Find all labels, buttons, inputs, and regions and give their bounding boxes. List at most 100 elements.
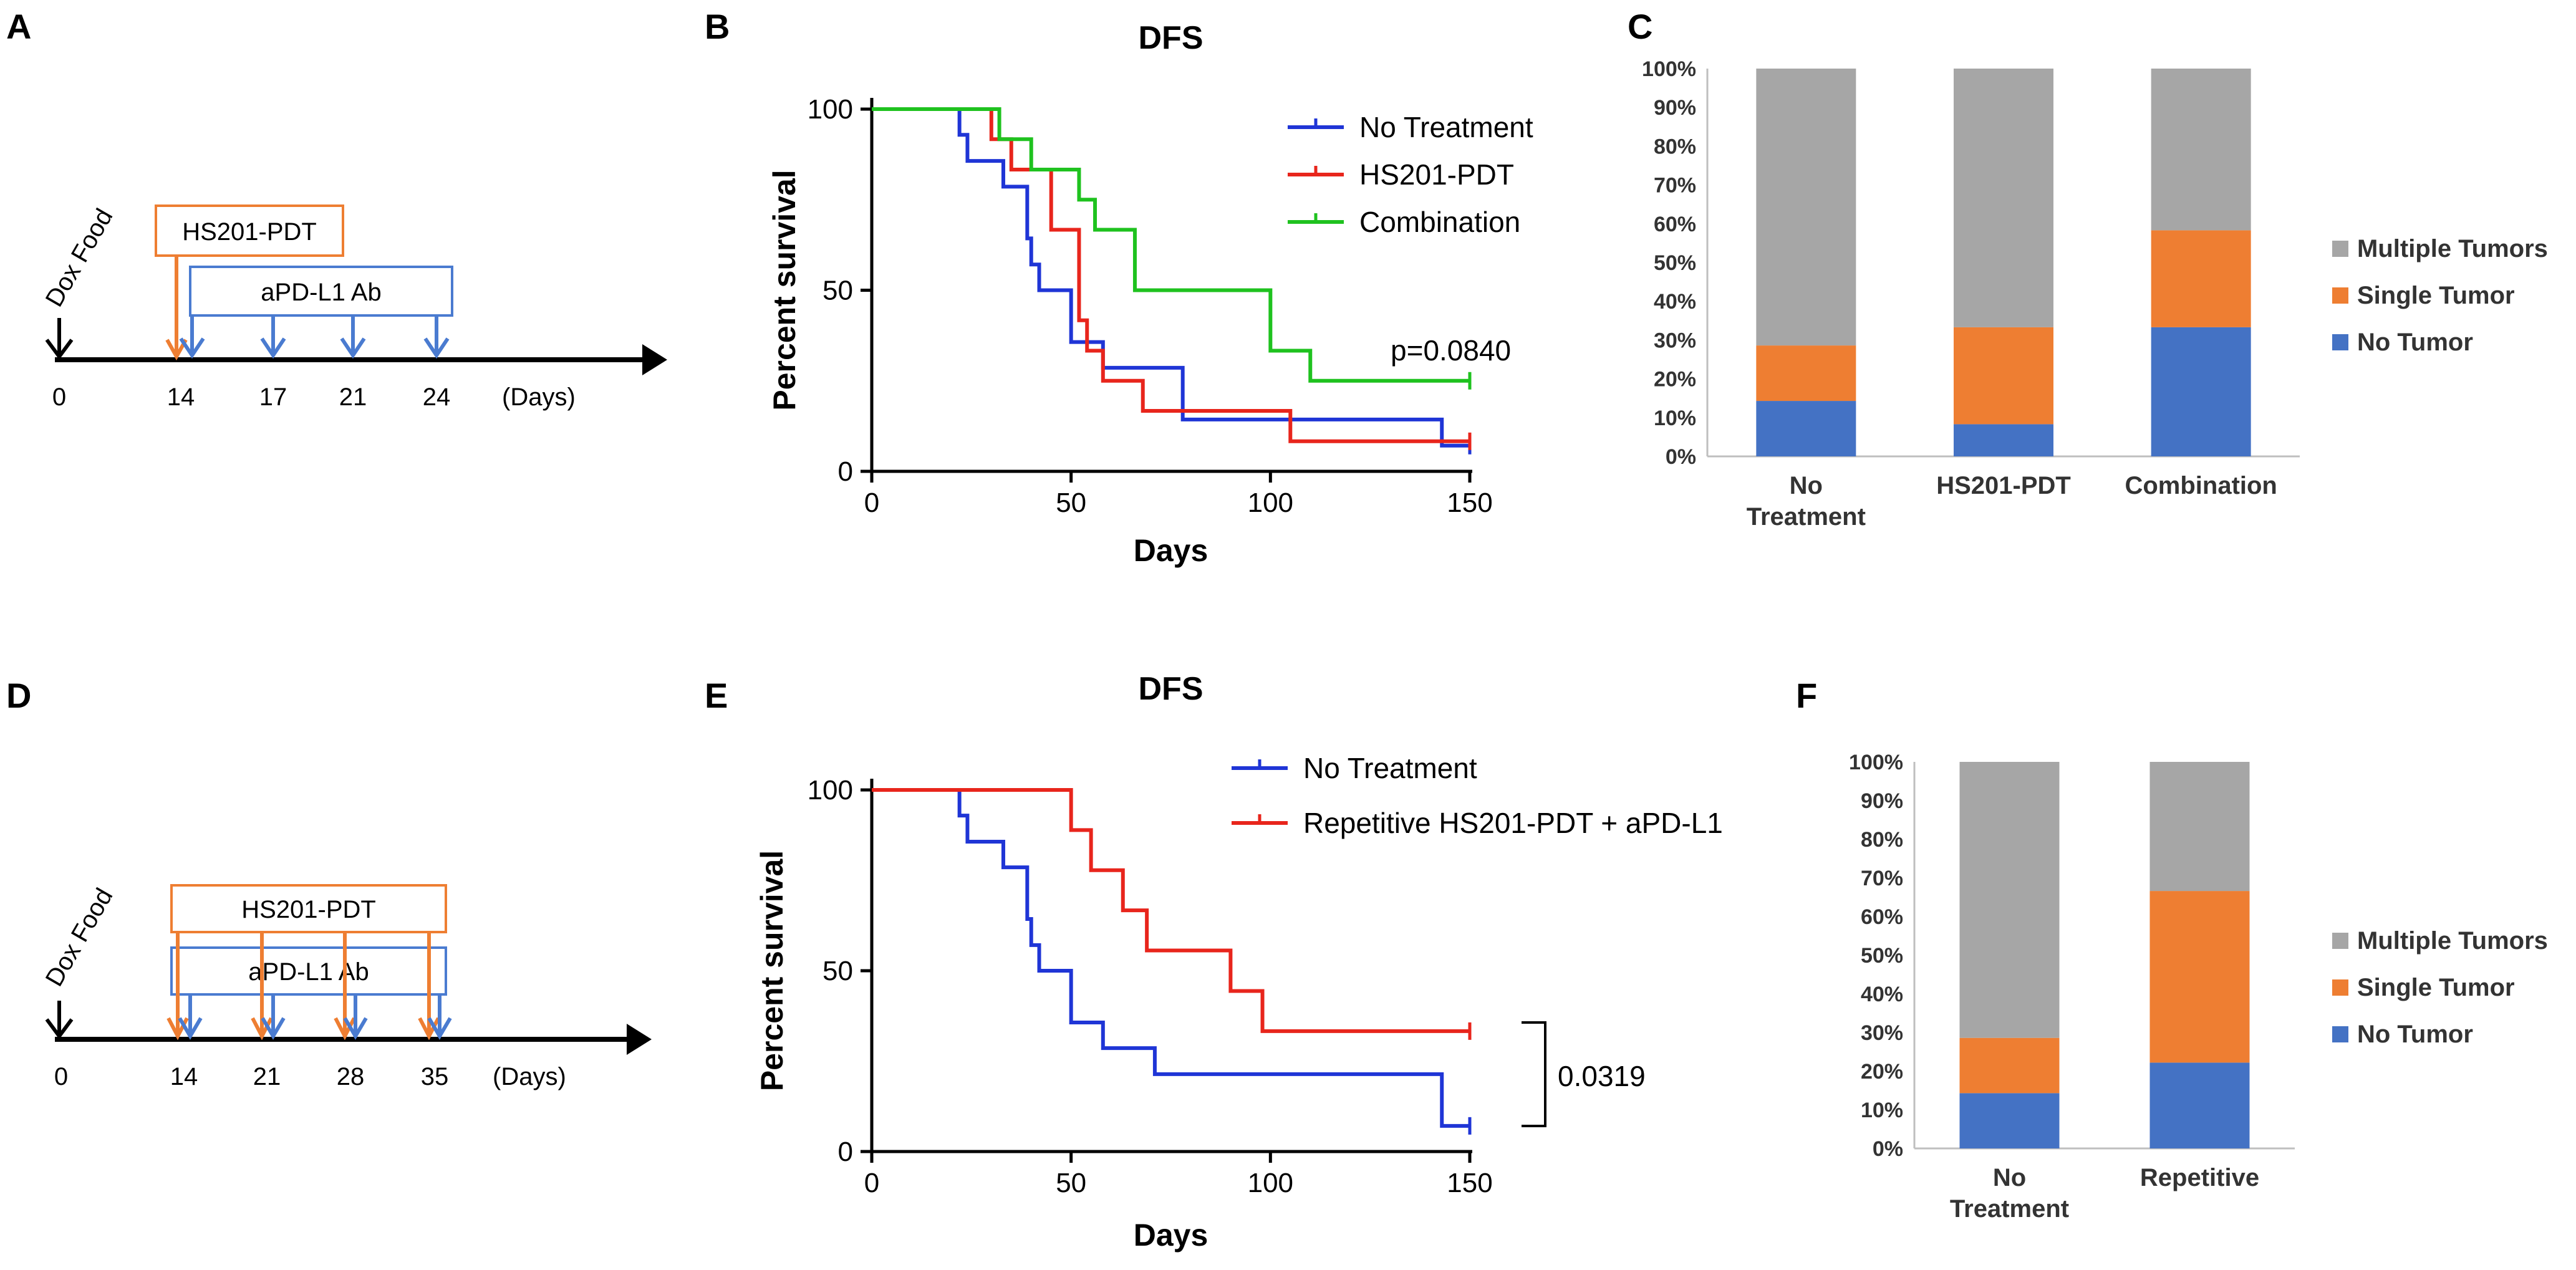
y-tick-label: 50 xyxy=(822,276,853,306)
timeline-panel-d: Dox Food HS201-PDT aPD-L1 Ab 0 14 21 28 … xyxy=(41,883,652,1090)
panel-label-b: B xyxy=(705,7,730,46)
timeline-tick: 14 xyxy=(170,1063,198,1090)
bar-segment-single-tumor xyxy=(2151,230,2251,327)
ab-box xyxy=(189,266,453,317)
x-tick-label: 0 xyxy=(864,488,879,518)
pdt-label: HS201-PDT xyxy=(241,896,376,923)
series-line-combination xyxy=(872,107,1470,383)
y-tick-label: 10% xyxy=(1654,406,1696,430)
legend-swatch xyxy=(2332,241,2348,257)
panel-label-d: D xyxy=(6,676,31,715)
ab-arrows xyxy=(178,994,452,1040)
y-tick-label: 60% xyxy=(1861,905,1903,929)
y-tick-label: 40% xyxy=(1654,290,1696,314)
timeline-tick: 17 xyxy=(259,383,287,411)
category-label: Combination xyxy=(2125,472,2277,499)
p-value-annotation: 0.0319 xyxy=(1558,1060,1646,1092)
y-tick-label: 50 xyxy=(822,956,853,986)
pdt-box xyxy=(155,204,344,257)
ab-arrows xyxy=(179,315,450,359)
timeline-tick: 14 xyxy=(167,383,195,411)
y-tick-label: 0% xyxy=(1666,445,1696,469)
y-tick-label: 10% xyxy=(1861,1099,1903,1122)
timeline-unit: (Days) xyxy=(502,383,576,411)
ab-box xyxy=(170,946,447,996)
y-tick-label: 0 xyxy=(838,1137,853,1167)
y-tick-label: 70% xyxy=(1861,867,1903,890)
y-tick-label: 0 xyxy=(838,456,853,487)
y-tick-label: 60% xyxy=(1654,213,1696,236)
legend-label: Multiple Tumors xyxy=(2357,235,2548,262)
bar-segment-multiple-tumors xyxy=(1756,69,1856,346)
legend-label: Single Tumor xyxy=(2357,282,2515,309)
y-tick-label: 100 xyxy=(808,94,853,125)
bar-segment-multiple-tumors xyxy=(1954,69,2053,327)
timeline-tick: 35 xyxy=(421,1063,449,1090)
y-tick-label: 100 xyxy=(808,775,853,806)
panel-label-a: A xyxy=(6,7,31,46)
legend-label: Repetitive HS201-PDT + aPD-L1 xyxy=(1303,807,1723,839)
legend-label: Combination xyxy=(1359,206,1520,238)
stacked-bar-chart-c: 0% 10% 20% 30% 40% 50% 60% 70% 80% 90% 100% No Treat… xyxy=(1642,57,2548,531)
pdt-label: HS201-PDT xyxy=(182,218,317,246)
y-tick-label: 30% xyxy=(1654,329,1696,352)
timeline-tick: 28 xyxy=(337,1063,365,1090)
survival-chart-e: DFS 0 50 100 0 50 100 150 Days Percent survival No… xyxy=(755,671,1723,1253)
y-tick-label: 80% xyxy=(1861,828,1903,852)
y-tick-label: 90% xyxy=(1654,96,1696,120)
food-label: Dox Food xyxy=(41,204,118,311)
survival-chart-b: DFS 0 50 100 0 50 100 150 Days Percent survival No… xyxy=(767,20,1533,568)
bar-segment-multiple-tumors xyxy=(2151,69,2251,231)
bar-segment-single-tumor xyxy=(1954,327,2053,425)
category-label: No xyxy=(1993,1164,2026,1191)
y-tick-label: 50% xyxy=(1861,944,1903,968)
ab-label: aPD-L1 Ab xyxy=(261,279,381,306)
significance-bracket xyxy=(1522,1021,1546,1127)
timeline-tick: 0 xyxy=(54,1063,68,1090)
food-label: Dox Food xyxy=(41,883,118,991)
pdt-box xyxy=(170,884,447,933)
x-axis-label: Days xyxy=(1134,533,1208,568)
series-line-no-treatment xyxy=(872,107,1470,448)
legend-label: Single Tumor xyxy=(2357,974,2515,1001)
legend-swatch xyxy=(2332,287,2348,304)
timeline-arrowhead xyxy=(627,1024,652,1055)
timeline-unit: (Days) xyxy=(493,1063,566,1090)
panel-label-e: E xyxy=(705,676,728,715)
x-tick-label: 150 xyxy=(1447,488,1492,518)
y-tick-label: 80% xyxy=(1654,135,1696,158)
panel-label-f: F xyxy=(1796,676,1817,715)
legend-swatch xyxy=(2332,1026,2348,1042)
y-tick-label: 70% xyxy=(1654,174,1696,198)
bar-segment-no-tumor xyxy=(1756,401,1856,456)
category-label: HS201-PDT xyxy=(1936,472,2071,499)
timeline-tick: 21 xyxy=(253,1063,281,1090)
timeline-tick: 0 xyxy=(52,383,66,411)
bar-segment-multiple-tumors xyxy=(1959,762,2060,1038)
chart-title: DFS xyxy=(1139,20,1204,56)
y-axis-label: Percent survival xyxy=(755,850,789,1091)
bar-segment-no-tumor xyxy=(1954,424,2053,456)
legend-swatch xyxy=(2332,933,2348,949)
bar-segment-multiple-tumors xyxy=(2149,762,2250,892)
legend-label: No Treatment xyxy=(1303,752,1477,784)
x-tick-label: 50 xyxy=(1056,488,1086,518)
x-axis-label: Days xyxy=(1134,1218,1208,1253)
category-label: Treatment xyxy=(1747,503,1866,531)
timeline-panel-a: Dox Food HS201-PDT aPD-L1 Ab 0 14 17 21 … xyxy=(41,204,667,411)
bar-segment-no-tumor xyxy=(1959,1093,2060,1148)
series-line-repetitive-hs201-pdt-apd-l1 xyxy=(872,788,1470,1033)
category-label: No xyxy=(1790,472,1823,499)
y-tick-label: 50% xyxy=(1654,251,1696,275)
y-tick-label: 0% xyxy=(1873,1137,1903,1161)
timeline-tick: 24 xyxy=(423,383,451,411)
category-label: Repetitive xyxy=(2140,1164,2259,1191)
bar-segment-single-tumor xyxy=(2149,891,2250,1063)
y-axis-label: Percent survival xyxy=(767,170,802,410)
category-label: Treatment xyxy=(1950,1195,2069,1223)
x-tick-label: 100 xyxy=(1248,488,1293,518)
bar-segment-single-tumor xyxy=(1959,1037,2060,1094)
y-tick-label: 20% xyxy=(1861,1060,1903,1084)
bar-segment-no-tumor xyxy=(2151,327,2251,456)
